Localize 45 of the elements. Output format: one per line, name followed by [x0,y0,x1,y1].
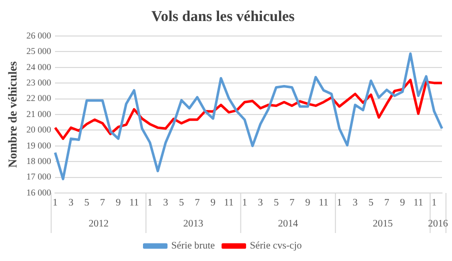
text: 2014 [278,218,298,230]
x-tick-label: 5 [178,198,184,209]
x-tick-label: 7 [100,198,106,209]
y-tick-label: 21 000 [26,108,52,119]
x-tick-label: 5 [84,198,90,209]
x-tick-label: 11 [413,198,424,209]
text: 2016 [428,218,448,230]
y-axis-title: Nombre de véhicules [5,60,20,168]
text: 2013 [183,218,204,230]
y-tick-label: 23 000 [26,77,52,88]
x-tick-label: 9 [210,198,216,209]
x-tick-label: 5 [368,198,374,209]
y-tick-label: 26 000 [26,30,52,40]
y-tick-label: 17 000 [26,172,52,182]
legend-label: Série cvs-cjo [250,240,302,252]
x-tick-label: 3 [68,198,74,209]
x-tick-label: 9 [305,198,310,209]
x-tick-label: 1 [432,198,437,209]
x-tick-label: 9 [116,198,121,209]
x-tick-label: 3 [258,198,263,209]
x-tick-label: 7 [289,198,294,209]
x-tick-label: 1 [147,198,152,209]
y-tick-label: 16 000 [26,187,52,198]
x-tick-label: 1 [52,198,58,209]
x-tick-label: 1 [336,198,342,209]
y-tick-label: 18 000 [26,156,52,166]
x-tick-label: 7 [194,198,200,209]
x-tick-label: 1 [242,198,248,209]
text: 2015 [372,218,393,230]
x-tick-label: 3 [352,198,358,209]
x-tick-label: 7 [384,198,390,209]
y-tick-label: 22 000 [26,93,52,104]
y-tick-label: 25 000 [26,46,52,56]
y-tick-label: 19 000 [26,140,52,150]
x-tick-label: 9 [400,198,406,209]
x-tick-label: 5 [274,198,279,209]
x-tick-label: 11 [224,198,234,209]
chart-title: Vols dans les véhicules [151,8,295,25]
text: 2012 [88,218,109,230]
legend-label: Série brute [171,240,216,252]
x-tick-label: 11 [318,198,328,209]
y-tick-label: 20 000 [26,124,52,135]
x-tick-label: 3 [163,198,168,209]
x-tick-label: 11 [129,198,139,209]
y-tick-label: 24 000 [26,62,52,72]
